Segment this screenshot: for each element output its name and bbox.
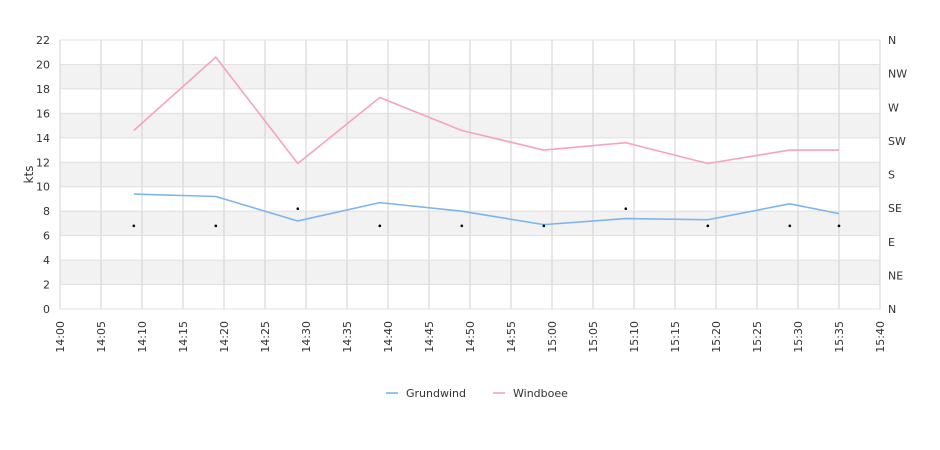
y-tick-label: 6 — [43, 230, 50, 243]
y2-tick-label: N — [888, 303, 896, 316]
x-tick-label: 14:45 — [423, 321, 436, 353]
y-tick-label: 2 — [43, 279, 50, 292]
y-tick-label: 18 — [36, 83, 50, 96]
vertical-gridlines — [59, 40, 881, 309]
x-tick-label: 15:00 — [546, 321, 559, 353]
horizontal-gridlines — [60, 39, 880, 310]
direction-point — [706, 224, 710, 228]
legend-label: Grundwind — [406, 387, 466, 400]
x-tick-label: 15:30 — [792, 321, 805, 353]
y2-tick-label: N — [888, 34, 896, 47]
legend-label: Windboee — [513, 387, 568, 400]
series-line-grundwind — [133, 193, 840, 226]
x-tick-label: 15:25 — [751, 321, 764, 353]
series-line-windboee — [133, 56, 839, 165]
direction-point — [837, 224, 841, 228]
direction-point — [378, 224, 382, 228]
y2-tick-label: NE — [888, 269, 903, 282]
y-axis-label: kts — [22, 166, 36, 184]
y2-tick-label: SE — [888, 202, 902, 215]
x-tick-label: 14:20 — [218, 321, 231, 353]
y2-tick-label: SW — [888, 135, 906, 148]
y-tick-label: 8 — [43, 205, 50, 218]
x-tick-label: 14:15 — [177, 321, 190, 353]
x-tick-label: 15:10 — [628, 321, 641, 353]
x-tick-label: 14:55 — [505, 321, 518, 353]
direction-point — [542, 224, 546, 228]
y-tick-label: 20 — [36, 58, 50, 71]
y-axis-ticks: 0 2 4 6 8 10 12 14 16 18 20 22 — [36, 34, 50, 316]
x-tick-label: 14:50 — [464, 321, 477, 353]
direction-point — [624, 207, 628, 211]
y-tick-label: 0 — [43, 303, 50, 316]
x-tick-label: 15:35 — [833, 321, 846, 353]
x-tick-label: 14:10 — [136, 321, 149, 353]
y2-tick-label: NW — [888, 68, 907, 81]
direction-point — [214, 224, 218, 228]
y-tick-label: 4 — [43, 254, 50, 267]
x-tick-label: 14:30 — [300, 321, 313, 353]
direction-point — [296, 207, 300, 211]
y-tick-label: 14 — [36, 132, 50, 145]
direction-point — [788, 224, 792, 228]
direction-points — [132, 207, 841, 228]
direction-point — [460, 224, 464, 228]
direction-point — [132, 224, 136, 228]
y2-tick-label: S — [888, 169, 895, 182]
series-lines — [133, 56, 840, 226]
x-tick-label: 14:40 — [382, 321, 395, 353]
x-tick-label: 14:00 — [54, 321, 67, 353]
y-tick-label: 10 — [36, 181, 50, 194]
y2-tick-label: W — [888, 101, 899, 114]
x-tick-label: 15:20 — [710, 321, 723, 353]
x-tick-label: 14:05 — [95, 321, 108, 353]
x-tick-label: 14:25 — [259, 321, 272, 353]
legend: Grundwind Windboee — [386, 387, 568, 400]
y-tick-label: 16 — [36, 107, 50, 120]
x-tick-label: 15:05 — [587, 321, 600, 353]
y2-axis-ticks: N NE E SE S SW W NW N — [888, 34, 907, 316]
x-tick-label: 14:35 — [341, 321, 354, 353]
x-tick-label: 15:15 — [669, 321, 682, 353]
x-tick-label: 15:40 — [874, 321, 887, 353]
y-tick-label: 22 — [36, 34, 50, 47]
y2-tick-label: E — [888, 236, 895, 249]
x-axis-ticks: 14:00 14:05 14:10 14:15 14:20 14:25 14:30 14:35… — [54, 321, 887, 353]
y-tick-label: 12 — [36, 156, 50, 169]
